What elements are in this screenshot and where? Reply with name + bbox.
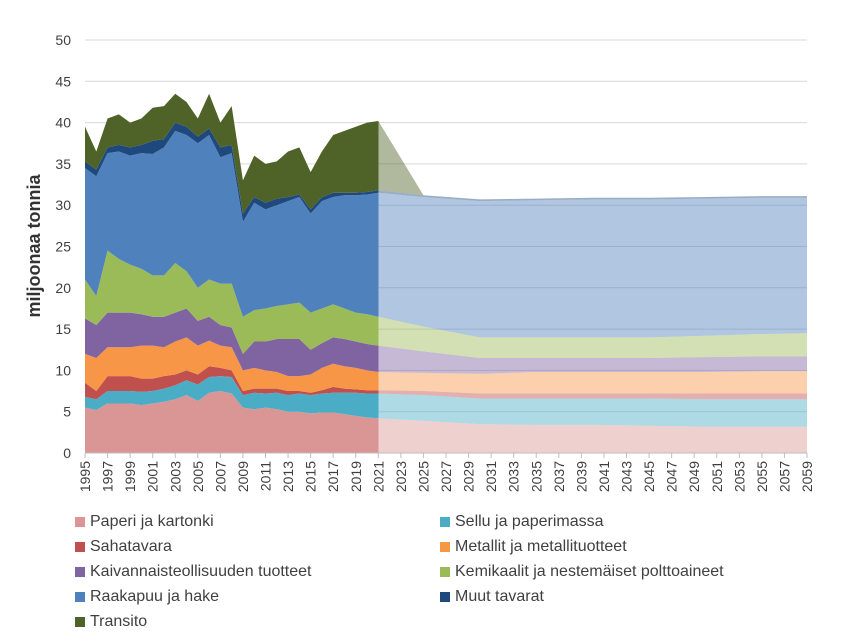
- x-tick-label: 2029: [461, 461, 477, 492]
- y-tick-label: 15: [55, 321, 71, 337]
- x-tick-label: 2049: [686, 461, 702, 492]
- x-tick-label: 2051: [709, 461, 725, 492]
- y-axis-label: miljoonaa tonnia: [24, 174, 44, 318]
- legend-swatch: [440, 542, 450, 552]
- legend-label: Muut tavarat: [455, 588, 544, 605]
- x-tick-label: 2031: [483, 461, 499, 492]
- x-tick-label: 2011: [258, 461, 274, 491]
- x-tick-label: 2053: [731, 461, 747, 492]
- y-tick-label: 45: [55, 73, 71, 89]
- x-tick-label: 2013: [280, 461, 296, 492]
- y-tick-label: 40: [55, 115, 71, 131]
- area: [85, 130, 807, 338]
- x-tick-label: 2041: [596, 461, 612, 492]
- x-tick-label: 2045: [641, 461, 657, 492]
- x-tick-label: 1999: [122, 461, 138, 492]
- legend-label: Metallit ja metallituotteet: [455, 538, 627, 555]
- legend-swatch: [75, 517, 85, 527]
- x-tick-label: 2027: [438, 461, 454, 492]
- x-tick-label: 2025: [415, 461, 431, 492]
- legend-label: Sellu ja paperimassa: [455, 513, 604, 530]
- legend-label: Kemikaalit ja nestemäiset polttoaineet: [455, 563, 724, 580]
- x-tick-label: 1995: [77, 461, 93, 492]
- y-tick-label: 50: [55, 32, 71, 48]
- x-tick-label: 2035: [528, 461, 544, 492]
- x-tick-label: 2039: [573, 461, 589, 492]
- legend-label: Sahatavara: [90, 538, 172, 555]
- legend-swatch: [75, 567, 85, 577]
- x-tick-label: 2055: [754, 461, 770, 492]
- legend-swatch: [440, 592, 450, 602]
- y-tick-label: 35: [55, 156, 71, 172]
- x-tick-label: 2017: [325, 461, 341, 492]
- y-tick-label: 30: [55, 197, 71, 213]
- area: [85, 376, 807, 427]
- legend-label: Paperi ja kartonki: [90, 513, 214, 530]
- y-tick-label: 0: [63, 445, 71, 461]
- legend-label: Kaivannaisteollisuuden tuotteet: [90, 563, 312, 580]
- x-tick-label: 2033: [506, 461, 522, 492]
- legend-swatch: [75, 617, 85, 627]
- x-tick-label: 2005: [190, 461, 206, 492]
- legend-swatch: [75, 592, 85, 602]
- area: [85, 391, 807, 453]
- x-tick-label: 2007: [212, 461, 228, 492]
- x-tick-label: 2009: [235, 461, 251, 492]
- area: [85, 366, 807, 400]
- x-tick-label: 2037: [551, 461, 567, 492]
- x-tick-label: 2057: [776, 461, 792, 492]
- legend-swatch: [440, 517, 450, 527]
- y-tick-label: 10: [55, 362, 71, 378]
- area: [85, 93, 807, 214]
- x-tick-label: 2019: [348, 461, 364, 492]
- area: [85, 250, 807, 359]
- x-tick-label: 2043: [619, 461, 635, 492]
- legend-swatch: [75, 542, 85, 552]
- x-tick-label: 2015: [303, 461, 319, 492]
- x-tick-label: 2047: [664, 461, 680, 492]
- legend-swatch: [440, 567, 450, 577]
- x-tick-label: 2003: [167, 461, 183, 492]
- x-tick-label: 2001: [145, 461, 161, 492]
- area: [85, 337, 807, 394]
- legend-label: Transito: [90, 613, 147, 630]
- x-tick-label: 1997: [100, 461, 116, 492]
- y-tick-label: 20: [55, 280, 71, 296]
- x-tick-label: 2021: [370, 461, 386, 492]
- x-tick-label: 2059: [799, 461, 815, 492]
- x-tick-label: 2023: [393, 461, 409, 492]
- legend-label: Raakapuu ja hake: [90, 588, 219, 605]
- area: [85, 308, 807, 377]
- y-tick-label: 25: [55, 239, 71, 255]
- y-tick-label: 5: [63, 404, 71, 420]
